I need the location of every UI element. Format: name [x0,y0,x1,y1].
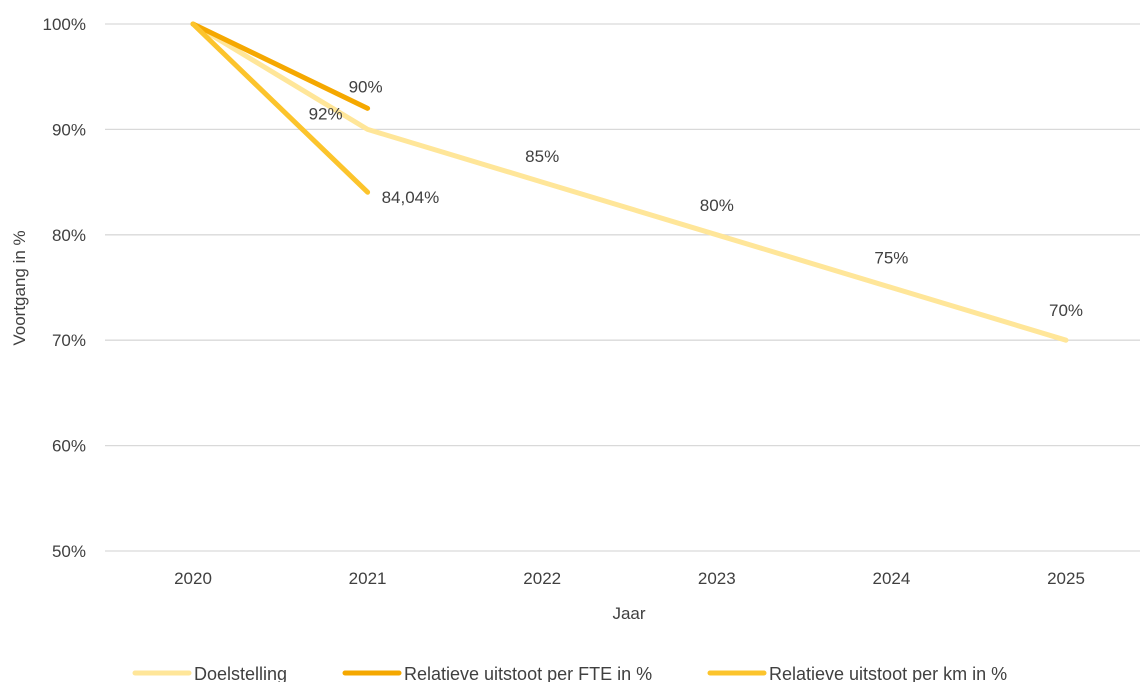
x-tick-label: 2024 [872,569,910,588]
legend-label: Relatieve uitstoot per km in % [769,664,1007,682]
data-label: 75% [874,249,908,268]
x-tick-label: 2022 [523,569,561,588]
x-tick-label: 2023 [698,569,736,588]
y-tick-label: 50% [52,542,86,561]
series-line [190,21,371,111]
y-tick-label: 90% [52,120,86,139]
legend: Doelstelling Relatieve uitstoot per FTE i… [132,664,1007,682]
data-label: 80% [700,196,734,215]
y-tick-label: 60% [52,437,86,456]
gridlines [105,23,1140,552]
series-line [190,21,371,195]
x-tick-label: 2021 [349,569,387,588]
data-label: 90% [349,77,383,96]
series-lines [190,21,1069,343]
x-tick-label: 2020 [174,569,212,588]
data-label: 84,04% [382,188,440,207]
data-label: 70% [1049,301,1083,320]
legend-label: Doelstelling [194,664,287,682]
y-tick-label: 70% [52,331,86,350]
series-line [190,21,1069,343]
y-axis-title: Voortgang in % [10,230,29,345]
x-tick-label: 2025 [1047,569,1085,588]
x-axis-title: Jaar [612,604,645,623]
legend-label: Relatieve uitstoot per FTE in % [404,664,652,682]
y-tick-label: 80% [52,226,86,245]
y-tick-labels: 50% 60% 70% 80% 90% 100% [43,15,86,561]
data-label: 85% [525,147,559,166]
data-label: 92% [309,104,343,123]
y-tick-label: 100% [43,15,86,34]
data-labels: 92% 85% 80% 75% 70% 90% 84,04% [309,77,1083,320]
x-tick-labels: 2020 2021 2022 2023 2024 2025 [174,569,1085,588]
